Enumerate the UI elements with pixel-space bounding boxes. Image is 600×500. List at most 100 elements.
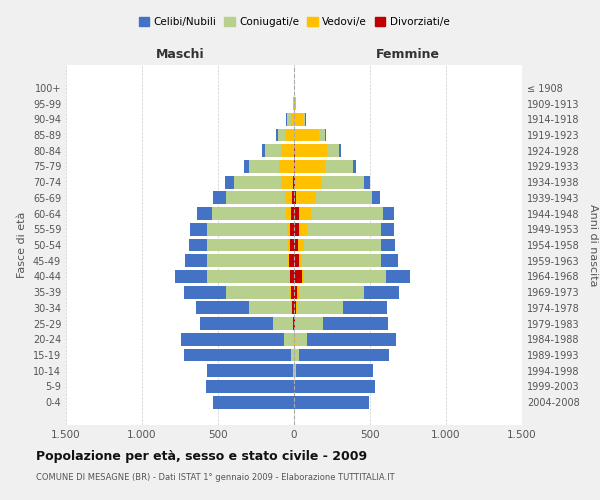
Bar [294, 207, 311, 220]
Bar [294, 270, 304, 283]
Bar [294, 128, 325, 141]
Bar [294, 302, 343, 314]
Bar [294, 113, 305, 126]
Bar [294, 286, 399, 298]
Bar [294, 160, 295, 173]
Bar [285, 192, 294, 204]
Bar [294, 144, 341, 157]
Bar [294, 176, 321, 188]
Bar [206, 223, 294, 235]
Bar [289, 270, 294, 283]
Bar [206, 380, 294, 393]
Bar [287, 223, 294, 235]
Bar [294, 380, 375, 393]
Bar [294, 192, 372, 204]
Bar [294, 317, 323, 330]
Bar [294, 97, 296, 110]
Bar [294, 254, 302, 267]
Bar [276, 128, 294, 141]
Bar [290, 270, 294, 283]
Bar [294, 333, 307, 346]
Bar [294, 302, 387, 314]
Bar [294, 160, 353, 173]
Bar [281, 144, 294, 157]
Bar [294, 286, 297, 298]
Bar [294, 223, 299, 235]
Bar [281, 176, 294, 188]
Bar [294, 176, 370, 188]
Bar [294, 286, 299, 298]
Bar [294, 207, 383, 220]
Text: Popolazione per età, sesso e stato civile - 2009: Popolazione per età, sesso e stato civil… [36, 450, 367, 463]
Bar [294, 144, 326, 157]
Text: Maschi: Maschi [155, 48, 205, 61]
Bar [290, 286, 294, 298]
Bar [294, 348, 389, 362]
Y-axis label: Fasce di età: Fasce di età [17, 212, 27, 278]
Bar [284, 333, 294, 346]
Bar [294, 128, 326, 141]
Bar [278, 128, 294, 141]
Bar [291, 286, 294, 298]
Bar [293, 97, 294, 110]
Bar [294, 192, 380, 204]
Bar [290, 238, 294, 252]
Bar [288, 254, 294, 267]
Bar [290, 223, 294, 235]
Bar [290, 348, 294, 362]
Bar [294, 128, 319, 141]
Bar [265, 144, 294, 157]
Bar [212, 207, 294, 220]
Bar [293, 176, 294, 188]
Bar [294, 113, 306, 126]
Bar [184, 348, 294, 362]
Bar [294, 207, 299, 220]
Bar [294, 192, 316, 204]
Legend: Celibi/Nubili, Coniugati/e, Vedovi/e, Divorziati/e: Celibi/Nubili, Coniugati/e, Vedovi/e, Di… [134, 12, 454, 31]
Bar [207, 270, 294, 283]
Bar [197, 207, 294, 220]
Bar [208, 254, 294, 267]
Text: Femmine: Femmine [376, 48, 440, 61]
Bar [291, 207, 294, 220]
Bar [249, 302, 294, 314]
Bar [294, 364, 296, 377]
Bar [294, 160, 325, 173]
Bar [226, 192, 294, 204]
Bar [294, 270, 386, 283]
Bar [184, 286, 294, 298]
Bar [185, 254, 294, 267]
Bar [196, 302, 294, 314]
Bar [294, 270, 410, 283]
Bar [288, 238, 294, 252]
Bar [234, 176, 294, 188]
Bar [292, 192, 294, 204]
Bar [294, 254, 299, 267]
Bar [294, 176, 295, 188]
Bar [294, 144, 338, 157]
Text: COMUNE DI MESAGNE (BR) - Dati ISTAT 1° gennaio 2009 - Elaborazione TUTTITALIA.IT: COMUNE DI MESAGNE (BR) - Dati ISTAT 1° g… [36, 472, 395, 482]
Bar [286, 207, 294, 220]
Bar [294, 223, 394, 235]
Bar [294, 254, 398, 267]
Bar [294, 254, 382, 267]
Bar [286, 113, 294, 126]
Bar [294, 348, 299, 362]
Bar [287, 113, 294, 126]
Bar [294, 192, 296, 204]
Bar [294, 97, 296, 110]
Bar [294, 317, 295, 330]
Bar [294, 238, 304, 252]
Bar [208, 238, 294, 252]
Bar [294, 333, 295, 346]
Bar [279, 160, 294, 173]
Bar [294, 302, 297, 314]
Bar [294, 144, 295, 157]
Bar [294, 238, 382, 252]
Bar [294, 160, 356, 173]
Bar [294, 113, 302, 126]
Bar [286, 128, 294, 141]
Bar [214, 192, 294, 204]
Bar [294, 207, 394, 220]
Bar [293, 97, 294, 110]
